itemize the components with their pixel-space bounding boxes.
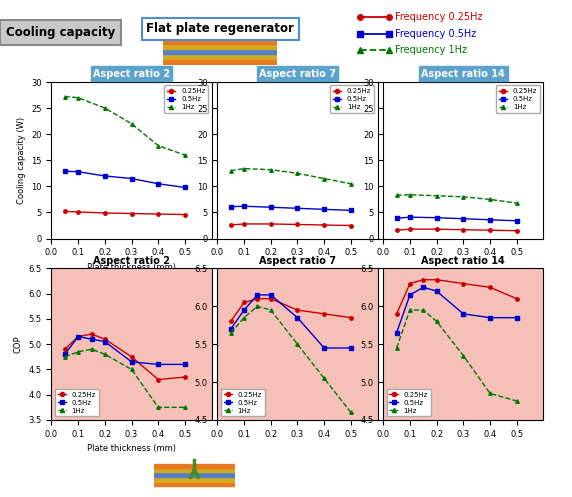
Bar xyxy=(163,55,277,59)
X-axis label: Plate thickness (mm): Plate thickness (mm) xyxy=(87,263,176,272)
Bar xyxy=(154,478,235,482)
Title: Aspect ratio 14: Aspect ratio 14 xyxy=(422,256,505,266)
Text: Aspect ratio 2: Aspect ratio 2 xyxy=(93,69,170,79)
Legend: 0.25Hz, 0.5Hz, 1Hz: 0.25Hz, 0.5Hz, 1Hz xyxy=(496,85,540,113)
Text: Frequency 0.5Hz: Frequency 0.5Hz xyxy=(395,29,476,39)
Text: Cooling capacity: Cooling capacity xyxy=(6,26,115,39)
Bar xyxy=(163,45,277,49)
Text: Frequency 0.25Hz: Frequency 0.25Hz xyxy=(395,12,482,22)
Legend: 0.25Hz, 0.5Hz, 1Hz: 0.25Hz, 0.5Hz, 1Hz xyxy=(387,389,431,416)
Bar xyxy=(163,60,277,64)
Legend: 0.25Hz, 0.5Hz, 1Hz: 0.25Hz, 0.5Hz, 1Hz xyxy=(164,85,208,113)
Text: Frequency 1Hz: Frequency 1Hz xyxy=(395,45,467,55)
Legend: 0.25Hz, 0.5Hz, 1Hz: 0.25Hz, 0.5Hz, 1Hz xyxy=(330,85,374,113)
Bar xyxy=(163,50,277,54)
Bar xyxy=(154,468,235,472)
Text: Aspect ratio 7: Aspect ratio 7 xyxy=(259,69,336,79)
Text: Aspect ratio 14: Aspect ratio 14 xyxy=(422,69,505,79)
X-axis label: Plate thickness (mm): Plate thickness (mm) xyxy=(87,444,176,453)
Bar xyxy=(154,482,235,486)
Title: Aspect ratio 2: Aspect ratio 2 xyxy=(93,256,170,266)
Bar xyxy=(154,464,235,468)
Legend: 0.25Hz, 0.5Hz, 1Hz: 0.25Hz, 0.5Hz, 1Hz xyxy=(55,389,99,416)
Legend: 0.25Hz, 0.5Hz, 1Hz: 0.25Hz, 0.5Hz, 1Hz xyxy=(221,389,265,416)
Y-axis label: Cooling capacity (W): Cooling capacity (W) xyxy=(17,117,26,204)
Y-axis label: COP: COP xyxy=(14,335,23,353)
Text: Flat plate regenerator: Flat plate regenerator xyxy=(146,22,294,35)
Title: Aspect ratio 7: Aspect ratio 7 xyxy=(259,256,336,266)
Bar xyxy=(163,40,277,44)
Bar xyxy=(154,473,235,477)
